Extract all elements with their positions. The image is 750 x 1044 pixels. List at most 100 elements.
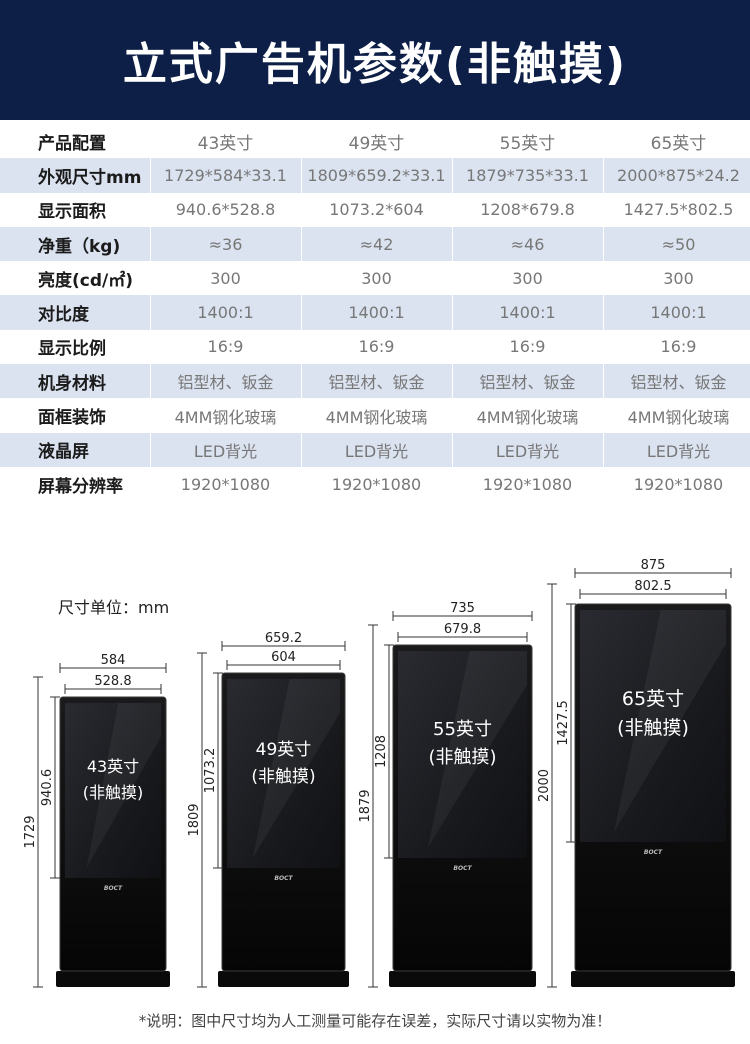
cell-value: 1400:1 [150,295,302,330]
cell-value: 300 [150,261,302,296]
table-row: 显示比例 16:9 16:9 16:9 16:9 [0,329,750,365]
total-width-dimension-label: 735 [450,601,475,616]
screen-glare [614,610,726,832]
screen-glare [252,679,340,858]
total-height-dimension-label: 1729 [23,815,38,848]
table-row: 液晶屏 LED背光 LED背光 LED背光 LED背光 [0,432,750,467]
cell-value: LED背光 [452,432,604,467]
brand-logo: BOCT [274,875,293,882]
row-label: 显示面积 [0,192,151,227]
cell-value: 1920*1080 [301,466,453,502]
screen-size-label: 65英寸 [622,688,684,710]
cell-value: 1073.2*604 [301,192,453,227]
screen-width-dimension-label: 802.5 [634,579,671,594]
kiosk-base [571,971,735,987]
row-label: 液晶屏 [0,432,151,467]
screen-glare [427,651,527,848]
kiosk-screen [227,679,340,868]
screen-width-dimension-label: 679.8 [444,622,481,637]
table-row: 机身材料 铝型材、钣金 铝型材、钣金 铝型材、钣金 铝型材、钣金 [0,364,750,399]
cell-value: 1879*735*33.1 [452,158,604,193]
screen-width-dimension-label: 604 [271,650,296,665]
cell-value: LED背光 [301,432,453,467]
cell-value: 300 [301,261,453,296]
kiosk-4: BOCT 65英寸 (非触摸) [571,603,735,987]
page-title: 立式广告机参数(非触摸) [122,39,628,90]
screen-size-label: 49英寸 [256,740,312,760]
brand-logo: BOCT [644,849,663,856]
cell-value: 300 [452,261,604,296]
row-label: 外观尺寸mm [0,158,151,193]
screen-height-dimension-label: 1427.5 [556,700,571,746]
total-height-dimension-label: 1809 [187,803,202,836]
cell-value: 4MM钢化玻璃 [150,398,302,433]
kiosk-1: BOCT 43英寸 (非触摸) [56,696,170,987]
screen-height-dimension-label: 940.6 [40,769,55,806]
cell-value: ≈50 [603,226,750,262]
cell-value: 16:9 [150,329,302,365]
row-label: 对比度 [0,295,151,330]
row-label: 显示比例 [0,329,151,365]
cell-value: 铝型材、钣金 [452,364,604,399]
model-label: 55英寸 [452,124,604,159]
row-label: 屏幕分辨率 [0,466,151,502]
screen-height-dimension-label: 1073.2 [203,748,218,794]
cell-value: 1729*584*33.1 [150,158,302,193]
row-label: 净重（kg) [0,226,151,262]
footnote: *说明：图中尺寸均为人工测量可能存在误差，实际尺寸请以实物为准！ [138,1012,612,1030]
cell-value: 4MM钢化玻璃 [301,398,453,433]
kiosk-screen [580,610,726,842]
table-row: 对比度 1400:1 1400:1 1400:1 1400:1 [0,295,750,330]
cell-value: 铝型材、钣金 [150,364,302,399]
cell-value: 16:9 [603,329,750,365]
model-label: 49英寸 [301,124,453,159]
cell-value: LED背光 [150,432,302,467]
cell-value: 1400:1 [452,295,604,330]
header-label: 产品配置 [0,124,151,159]
screen-touch-label: (非触摸) [428,747,496,768]
kiosk-screen [398,651,527,858]
screen-size-label: 43英寸 [87,757,139,776]
unit-note: 尺寸单位：mm [58,598,170,617]
spec-table: 产品配置 43英寸 49英寸 55英寸 65英寸 外观尺寸mm 1729*584… [0,124,750,502]
cell-value: 4MM钢化玻璃 [603,398,750,433]
total-width-dimension-label: 584 [101,653,126,668]
cell-value: ≈46 [452,226,604,262]
row-label: 面框装饰 [0,398,151,433]
screen-touch-label: (非触摸) [251,767,315,787]
cell-value: ≈42 [301,226,453,262]
table-row: 显示面积 940.6*528.8 1073.2*604 1208*679.8 1… [0,192,750,227]
total-width-dimension-label: 875 [641,558,666,573]
table-header-row: 产品配置 43英寸 49英寸 55英寸 65英寸 [0,124,750,159]
cell-value: LED背光 [603,432,750,467]
table-row: 屏幕分辨率 1920*1080 1920*1080 1920*1080 1920… [0,466,750,502]
table-row: 面框装饰 4MM钢化玻璃 4MM钢化玻璃 4MM钢化玻璃 4MM钢化玻璃 [0,398,750,433]
kiosk-2: BOCT 49英寸 (非触摸) [218,672,349,987]
cell-value: 1427.5*802.5 [603,192,750,227]
cell-value: 2000*875*24.2 [603,158,750,193]
total-height-dimension-label: 1879 [358,789,373,822]
cell-value: 1400:1 [301,295,453,330]
brand-logo: BOCT [453,865,472,872]
model-label: 65英寸 [603,124,750,159]
table-row: 亮度(cd/㎡) 300 300 300 300 [0,261,750,296]
cell-value: 16:9 [452,329,604,365]
cell-value: 1208*679.8 [452,192,604,227]
row-label: 机身材料 [0,364,151,399]
brand-logo: BOCT [104,885,123,892]
cell-value: 铝型材、钣金 [603,364,750,399]
cell-value: 940.6*528.8 [150,192,302,227]
cell-value: 4MM钢化玻璃 [452,398,604,433]
cell-value: 1809*659.2*33.1 [301,158,453,193]
cell-value: 1920*1080 [150,466,302,502]
cell-value: 300 [603,261,750,296]
cell-value: 1920*1080 [452,466,604,502]
cell-value: ≈36 [150,226,302,262]
screen-width-dimension-label: 528.8 [94,674,131,689]
cell-value: 1400:1 [603,295,750,330]
table-row: 净重（kg) ≈36 ≈42 ≈46 ≈50 [0,226,750,262]
table-row: 外观尺寸mm 1729*584*33.1 1809*659.2*33.1 187… [0,158,750,193]
title-banner: 立式广告机参数(非触摸) [0,0,750,120]
screen-touch-label: (非触摸) [83,783,144,802]
